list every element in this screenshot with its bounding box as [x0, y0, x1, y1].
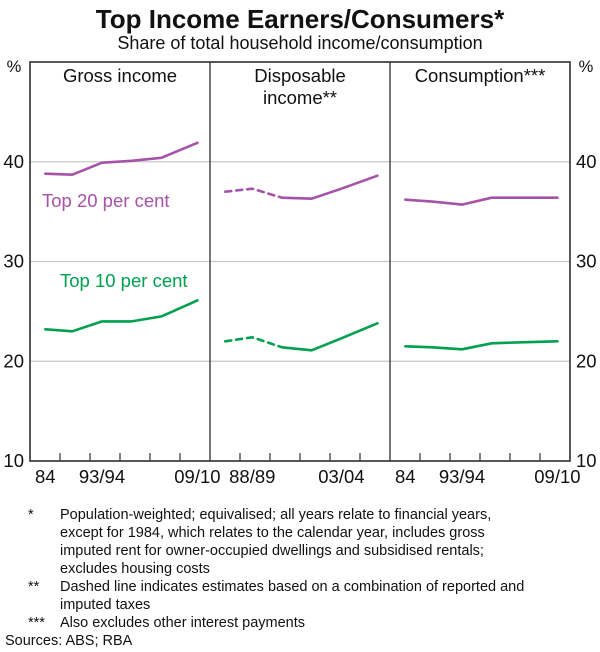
series-line-top10-panel-2-dashed: [224, 335, 284, 349]
sources-line: Sources: ABS; RBA: [5, 633, 133, 649]
y-label-left-30: 30: [3, 251, 24, 272]
series-line-top10-panel-2-solid: [280, 321, 379, 352]
footnote-2-marker: **: [28, 579, 40, 595]
footnote-2: ** Dashed line indicates estimates based…: [28, 578, 580, 614]
footnote-3-text: Also excludes other interest payments: [60, 615, 306, 631]
series-label-top10: Top 10 per cent: [60, 270, 188, 291]
series-line-top10-panel-1: [43, 299, 199, 333]
y-label-left-20: 20: [3, 350, 24, 371]
panel-title-3: Consumption***: [415, 65, 546, 86]
chart-title: Top Income Earners/Consumers*: [95, 4, 505, 34]
footnotes: * Population-weighted; equivalised; all …: [5, 506, 580, 650]
chart-subtitle: Share of total household income/consumpt…: [117, 33, 483, 53]
y-label-left-10: 10: [3, 450, 24, 471]
y-label-right-30: 30: [576, 251, 597, 272]
y-unit-left: %: [7, 58, 22, 76]
series-line-top20-panel-1: [43, 141, 199, 176]
series-line-top20-panel-2-dashed: [224, 187, 284, 199]
footnote-3-marker: ***: [28, 615, 45, 631]
series-line-top10-panel-3: [403, 339, 559, 351]
chart-frame: [29, 61, 571, 462]
footnote-1: * Population-weighted; equivalised; all …: [28, 506, 580, 578]
y-label-right-10: 10: [576, 450, 597, 471]
x-label-84: 84: [395, 466, 416, 487]
footnote-1-text: Population-weighted; equivalised; all ye…: [60, 507, 492, 577]
x-label-84: 84: [35, 466, 56, 487]
panel-title-1: Gross income: [63, 65, 177, 86]
x-label-09-10: 09/10: [174, 466, 220, 487]
series-line-top20-panel-3: [403, 196, 559, 206]
x-label-03-04: 03/04: [318, 466, 364, 487]
y-label-right-40: 40: [576, 151, 597, 172]
footnote-3: *** Also excludes other interest payment…: [28, 614, 580, 632]
y-label-left-40: 40: [3, 151, 24, 172]
y-label-right-20: 20: [576, 350, 597, 371]
x-label-93-94: 93/94: [79, 466, 125, 487]
x-label-88-89: 88/89: [229, 466, 275, 487]
panel-title-2: Disposable: [254, 65, 346, 86]
x-label-93-94: 93/94: [439, 466, 485, 487]
series-label-top20: Top 20 per cent: [42, 190, 170, 211]
x-label-09-10: 09/10: [534, 466, 580, 487]
panel-title-2: income**: [263, 87, 337, 108]
series-line-top20-panel-2-solid: [280, 174, 379, 200]
footnote-1-marker: *: [28, 507, 34, 523]
footnote-2-text: Dashed line indicates estimates based on…: [60, 579, 525, 613]
income-shares-chart: Gross income 84 93/94 09/10 Disposableincome…: [3, 58, 597, 487]
y-unit-right: %: [579, 58, 594, 76]
